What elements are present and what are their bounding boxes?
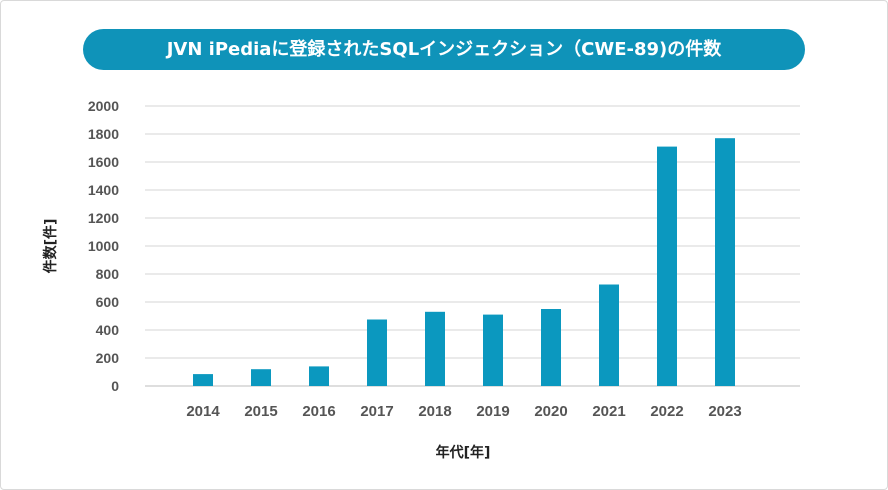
x-tick-label: 2017 xyxy=(360,403,393,420)
y-tick-label: 600 xyxy=(96,294,120,310)
x-tick-labels: 2014 2015 2016 2017 2018 2019 2020 2021 2022 2023 xyxy=(186,403,741,420)
gridlines xyxy=(145,105,800,387)
y-tick-label: 200 xyxy=(96,350,120,366)
y-tick-label: 800 xyxy=(96,266,120,282)
y-tick-label: 2000 xyxy=(88,98,119,114)
x-tick-label: 2019 xyxy=(476,403,509,420)
x-tick-label: 2022 xyxy=(650,403,683,420)
bar-2021 xyxy=(599,284,619,386)
y-tick-labels: 0 200 400 600 800 1000 1200 1400 1600 1800 2000 xyxy=(88,98,119,394)
x-axis-title: 年代[年] xyxy=(436,444,491,461)
x-tick-label: 2014 xyxy=(186,403,220,420)
chart-title: JVN iPediaに登録されたSQLインジェクション（CWE-89)の件数 xyxy=(83,29,805,70)
bar-2016 xyxy=(309,366,329,386)
bar-2017 xyxy=(367,319,387,386)
y-axis-title: 件数[件] xyxy=(42,219,59,274)
y-tick-label: 1000 xyxy=(88,238,119,254)
x-tick-label: 2018 xyxy=(418,403,451,420)
bar-2020 xyxy=(541,309,561,386)
x-tick-label: 2023 xyxy=(708,403,741,420)
bars xyxy=(193,138,735,386)
y-tick-label: 1800 xyxy=(88,126,119,142)
bar-2015 xyxy=(251,369,271,386)
bar-2023 xyxy=(715,138,735,386)
y-tick-label: 400 xyxy=(96,322,120,338)
x-tick-label: 2015 xyxy=(244,403,277,420)
x-tick-label: 2021 xyxy=(592,403,625,420)
bar-2019 xyxy=(483,314,503,386)
bar-2018 xyxy=(425,311,445,386)
y-tick-label: 1600 xyxy=(88,154,119,170)
x-tick-label: 2016 xyxy=(302,403,335,420)
y-tick-label: 1200 xyxy=(88,210,119,226)
x-tick-label: 2020 xyxy=(534,403,567,420)
bar-2022 xyxy=(657,146,677,386)
y-tick-label: 0 xyxy=(111,378,119,394)
y-tick-label: 1400 xyxy=(88,182,119,198)
bar-2014 xyxy=(193,374,213,386)
